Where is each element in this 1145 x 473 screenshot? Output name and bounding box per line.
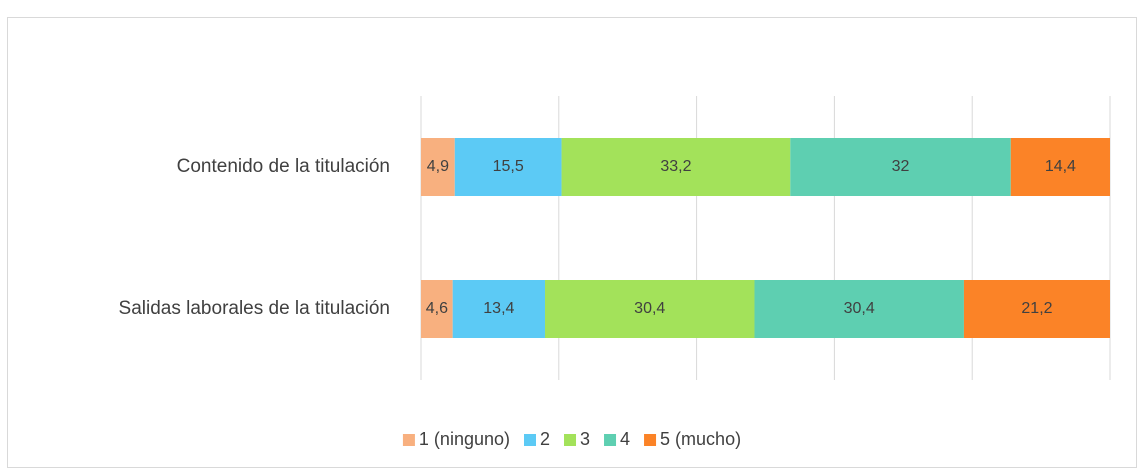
bar-segment xyxy=(754,280,964,338)
legend-label: 1 (ninguno) xyxy=(419,429,510,449)
value-label: 4,9 xyxy=(427,158,449,175)
bar-segment xyxy=(421,138,455,196)
legend-swatch xyxy=(644,434,657,446)
value-label: 21,2 xyxy=(1021,300,1052,317)
bar-segment xyxy=(545,280,755,338)
value-label: 33,2 xyxy=(660,158,691,175)
legend-swatch xyxy=(564,434,577,446)
value-label: 32 xyxy=(892,158,910,175)
bar-segment xyxy=(421,280,453,338)
legend-label: 4 xyxy=(620,429,630,449)
bar-segment xyxy=(790,138,1011,196)
bar-segment xyxy=(1010,138,1110,196)
value-label: 30,4 xyxy=(634,300,665,317)
category-label: Salidas laborales de la titulación xyxy=(119,298,390,319)
bar-segment xyxy=(963,280,1110,338)
legend-label: 3 xyxy=(580,429,590,449)
legend-swatch xyxy=(402,434,415,446)
legend-label: 5 (mucho) xyxy=(660,429,741,449)
value-label: 15,5 xyxy=(493,158,524,175)
legend-label: 2 xyxy=(540,429,550,449)
legend-swatch xyxy=(524,434,536,446)
bar-segment xyxy=(452,280,546,338)
value-label: 30,4 xyxy=(844,300,875,317)
bar-segment xyxy=(561,138,791,196)
value-label: 14,4 xyxy=(1045,158,1076,175)
chart-frame xyxy=(7,17,1137,468)
legend-swatch xyxy=(604,434,617,446)
bar-segment xyxy=(454,138,562,196)
value-label: 4,6 xyxy=(426,300,448,317)
category-label: Contenido de la titulación xyxy=(177,156,390,177)
value-label: 13,4 xyxy=(483,300,514,317)
